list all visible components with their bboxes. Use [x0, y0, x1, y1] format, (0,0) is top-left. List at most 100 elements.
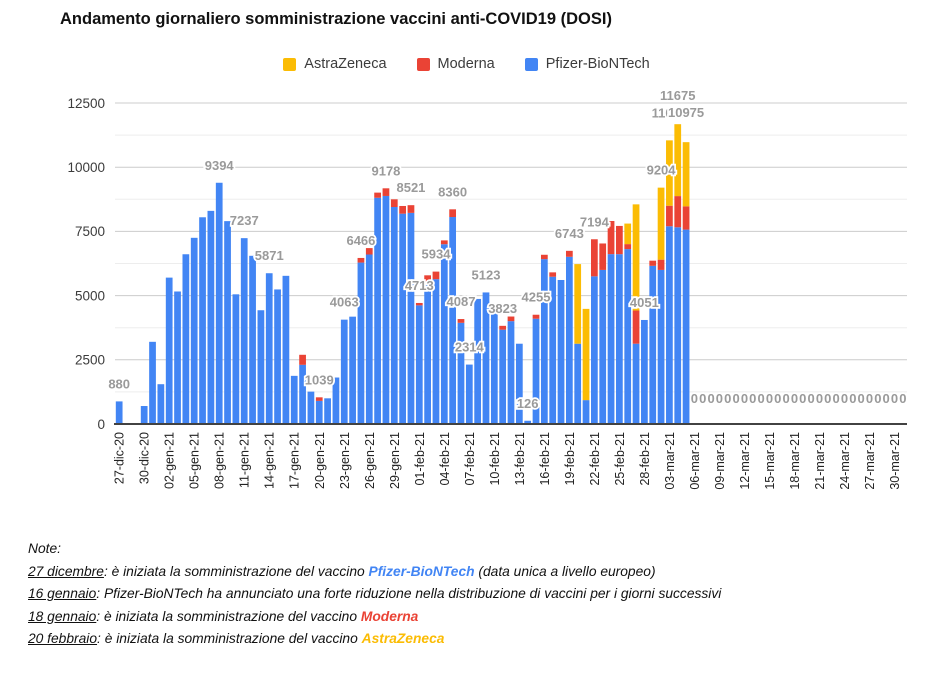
- bar-moderna-26-gen-21[interactable]: [365, 248, 373, 255]
- bar-pfizer-01-gen-21[interactable]: [157, 384, 165, 424]
- bar-pfizer-17-feb-21[interactable]: [549, 276, 557, 424]
- bar-moderna-02-feb-21[interactable]: [424, 275, 431, 282]
- bar-pfizer-15-feb-21[interactable]: [532, 318, 540, 424]
- bar-pfizer-05-feb-21[interactable]: [449, 217, 457, 424]
- bar-pfizer-04-mar-21[interactable]: [674, 227, 682, 424]
- bar-pfizer-06-feb-21[interactable]: [457, 322, 465, 424]
- bar-pfizer-27-gen-21[interactable]: [374, 197, 381, 424]
- bar-moderna-30-gen-21[interactable]: [399, 205, 406, 214]
- bar-pfizer-11-gen-21[interactable]: [240, 238, 248, 424]
- bar-moderna-04-mar-21[interactable]: [674, 196, 682, 228]
- bar-moderna-17-feb-21[interactable]: [549, 272, 557, 277]
- bar-moderna-10-feb-21[interactable]: [490, 307, 498, 313]
- bar-pfizer-23-gen-21[interactable]: [340, 319, 348, 424]
- bar-pfizer-29-gen-21[interactable]: [390, 207, 398, 424]
- bar-pfizer-31-gen-21[interactable]: [407, 212, 415, 424]
- bar-moderna-12-feb-21[interactable]: [507, 316, 515, 322]
- bar-astrazeneca-26-feb-21[interactable]: [624, 223, 632, 245]
- bar-pfizer-27-feb-21[interactable]: [632, 343, 640, 424]
- bar-pfizer-16-feb-21[interactable]: [540, 259, 548, 424]
- bar-pfizer-01-feb-21[interactable]: [415, 305, 423, 424]
- bar-pfizer-28-feb-21[interactable]: [641, 319, 648, 424]
- bar-pfizer-08-gen-21[interactable]: [215, 182, 223, 424]
- bar-pfizer-20-gen-21[interactable]: [315, 400, 323, 424]
- bar-moderna-25-feb-21[interactable]: [616, 225, 623, 255]
- bar-pfizer-16-gen-21[interactable]: [282, 275, 290, 424]
- bar-moderna-05-feb-21[interactable]: [449, 209, 457, 218]
- bar-moderna-02-mar-21[interactable]: [657, 259, 665, 270]
- bar-moderna-27-feb-21[interactable]: [632, 310, 640, 344]
- bar-astrazeneca-27-feb-21[interactable]: [632, 204, 640, 311]
- bar-moderna-24-feb-21[interactable]: [607, 221, 615, 255]
- bar-pfizer-15-gen-21[interactable]: [274, 289, 281, 424]
- bar-pfizer-08-feb-21[interactable]: [474, 298, 482, 424]
- bar-pfizer-19-feb-21[interactable]: [565, 256, 573, 424]
- bar-pfizer-13-gen-21[interactable]: [257, 310, 265, 424]
- bar-pfizer-31-dic-20[interactable]: [149, 341, 156, 424]
- bar-moderna-28-gen-21[interactable]: [382, 188, 390, 196]
- bar-moderna-31-gen-21[interactable]: [407, 205, 415, 213]
- bar-pfizer-06-gen-21[interactable]: [199, 217, 206, 424]
- bar-moderna-27-gen-21[interactable]: [374, 192, 381, 198]
- bar-pfizer-02-feb-21[interactable]: [424, 281, 431, 424]
- bar-pfizer-10-feb-21[interactable]: [490, 312, 498, 424]
- bar-pfizer-25-gen-21[interactable]: [357, 262, 365, 424]
- bar-pfizer-23-feb-21[interactable]: [599, 269, 607, 424]
- bar-pfizer-03-mar-21[interactable]: [666, 226, 673, 424]
- bar-moderna-29-gen-21[interactable]: [390, 199, 398, 207]
- bar-moderna-15-feb-21[interactable]: [532, 314, 540, 319]
- bar-moderna-18-gen-21[interactable]: [299, 354, 306, 365]
- bar-pfizer-04-feb-21[interactable]: [440, 244, 448, 424]
- bar-moderna-03-mar-21[interactable]: [666, 205, 673, 227]
- bar-astrazeneca-04-mar-21[interactable]: [674, 124, 682, 197]
- bar-pfizer-14-feb-21[interactable]: [524, 420, 532, 424]
- stacked-bar-chart[interactable]: 0 2500 5000 7500 10000 12500 27-dic-20 30-dic-2…: [0, 85, 933, 533]
- bar-pfizer-28-gen-21[interactable]: [382, 195, 390, 424]
- bar-pfizer-05-gen-21[interactable]: [190, 237, 198, 424]
- bar-pfizer-09-feb-21[interactable]: [482, 292, 490, 424]
- bar-pfizer-26-feb-21[interactable]: [624, 249, 632, 424]
- bar-moderna-26-feb-21[interactable]: [624, 244, 632, 250]
- bar-astrazeneca-21-feb-21[interactable]: [582, 308, 590, 401]
- bar-moderna-01-mar-21[interactable]: [649, 260, 657, 266]
- bar-moderna-23-feb-21[interactable]: [599, 243, 607, 270]
- bar-astrazeneca-20-feb-21[interactable]: [574, 264, 582, 344]
- bar-moderna-22-feb-21[interactable]: [591, 239, 598, 277]
- bar-astrazeneca-02-mar-21[interactable]: [657, 187, 665, 260]
- bar-pfizer-01-mar-21[interactable]: [649, 265, 657, 424]
- bar-pfizer-17-gen-21[interactable]: [290, 375, 298, 424]
- bar-astrazeneca-03-mar-21[interactable]: [666, 140, 673, 206]
- bar-pfizer-25-feb-21[interactable]: [616, 254, 623, 424]
- bar-moderna-25-gen-21[interactable]: [357, 257, 365, 263]
- bar-pfizer-26-gen-21[interactable]: [365, 254, 373, 424]
- bar-moderna-20-gen-21[interactable]: [315, 397, 323, 401]
- bar-pfizer-27-dic-20[interactable]: [115, 401, 123, 424]
- bar-pfizer-07-feb-21[interactable]: [465, 364, 473, 424]
- bar-pfizer-18-gen-21[interactable]: [299, 364, 306, 424]
- bar-pfizer-24-feb-21[interactable]: [607, 254, 615, 424]
- bar-moderna-03-feb-21[interactable]: [432, 271, 440, 280]
- bar-moderna-19-feb-21[interactable]: [565, 250, 573, 257]
- bar-pfizer-20-feb-21[interactable]: [574, 343, 582, 424]
- bar-moderna-06-feb-21[interactable]: [457, 319, 465, 323]
- bar-pfizer-11-feb-21[interactable]: [499, 329, 507, 424]
- bar-pfizer-14-gen-21[interactable]: [265, 273, 273, 424]
- bar-pfizer-18-feb-21[interactable]: [557, 279, 565, 424]
- bar-pfizer-21-gen-21[interactable]: [324, 398, 331, 424]
- bar-moderna-16-feb-21[interactable]: [540, 254, 548, 260]
- bar-pfizer-24-gen-21[interactable]: [349, 316, 356, 424]
- bar-pfizer-03-feb-21[interactable]: [432, 279, 440, 424]
- bar-pfizer-21-feb-21[interactable]: [582, 400, 590, 424]
- bar-moderna-11-feb-21[interactable]: [499, 325, 507, 330]
- bar-pfizer-30-dic-20[interactable]: [140, 406, 148, 424]
- bar-pfizer-04-gen-21[interactable]: [182, 254, 190, 424]
- bar-pfizer-07-gen-21[interactable]: [207, 210, 215, 424]
- bar-pfizer-12-gen-21[interactable]: [249, 255, 256, 424]
- bar-pfizer-13-feb-21[interactable]: [515, 343, 523, 424]
- bar-pfizer-10-gen-21[interactable]: [232, 294, 240, 424]
- bar-astrazeneca-05-mar-21[interactable]: [682, 142, 690, 207]
- bar-pfizer-02-gen-21[interactable]: [165, 277, 173, 424]
- bar-pfizer-22-gen-21[interactable]: [332, 377, 340, 424]
- bar-pfizer-12-feb-21[interactable]: [507, 321, 515, 424]
- bar-pfizer-19-gen-21[interactable]: [307, 391, 315, 424]
